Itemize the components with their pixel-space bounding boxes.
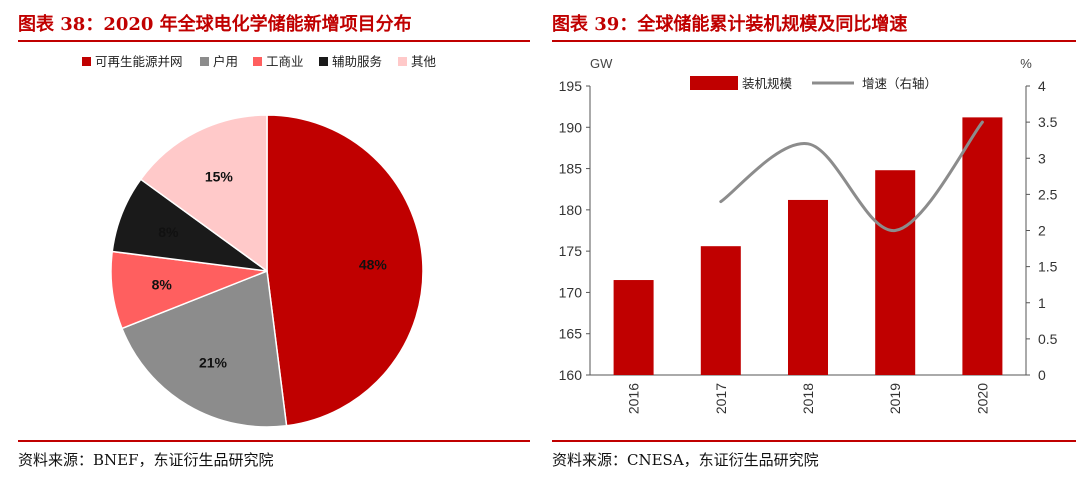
y-tick-label: 190 <box>559 119 583 135</box>
y2-tick-label: 2.5 <box>1038 186 1058 202</box>
y-tick-label: 175 <box>559 243 583 259</box>
y2-tick-label: 3.5 <box>1038 114 1058 130</box>
pie-slice <box>120 269 288 428</box>
right-source-note: 资料来源：CNESA，东证衍生品研究院 <box>552 451 819 469</box>
right-figure-title: 图表 39：全球储能累计装机规模及同比增速 <box>552 14 908 35</box>
bar <box>613 280 654 375</box>
legend-swatch <box>398 57 407 66</box>
right-source-rule <box>552 440 1076 442</box>
bar <box>700 246 741 375</box>
y-tick-label: 160 <box>559 367 583 383</box>
y-tick-label: 180 <box>559 202 583 218</box>
y-axis-unit: GW <box>590 56 613 71</box>
left-source-rule <box>18 440 530 442</box>
left-source-note: 资料来源：BNEF，东证衍生品研究院 <box>18 451 274 469</box>
y2-tick-label: 0 <box>1038 367 1046 383</box>
x-tick-label: 2018 <box>800 383 816 414</box>
legend-label: 辅助服务 <box>332 54 382 69</box>
legend-label: 装机规模 <box>742 76 793 91</box>
pie-slice <box>266 114 424 427</box>
bar-line-chart: 160 165 170 175 180 185 190 195 0 0.5 1 1.5 2 2.5 3 3.5… <box>559 56 1058 414</box>
legend-label: 其他 <box>411 54 437 69</box>
y-tick-label: 170 <box>559 284 583 300</box>
y-tick-label: 165 <box>559 326 583 342</box>
slice-label: 8% <box>158 224 179 240</box>
bar <box>875 170 916 375</box>
legend-swatch <box>253 57 262 66</box>
x-tick-label: 2016 <box>626 383 642 414</box>
legend-label: 工商业 <box>266 54 304 69</box>
y-tick-label: 185 <box>559 161 583 177</box>
legend-label: 可再生能源并网 <box>95 54 183 69</box>
x-tick-label: 2019 <box>887 383 903 414</box>
y-tick-label: 195 <box>559 78 583 94</box>
legend-swatch-bar <box>690 76 738 90</box>
y2-tick-label: 2 <box>1038 223 1046 239</box>
legend-swatch <box>82 57 91 66</box>
y2-tick-label: 3 <box>1038 150 1046 166</box>
y2-axis-unit: % <box>1020 56 1032 71</box>
left-figure-panel: 图表 38：2020 年全球电化学储能新增项目分布 48% 21% 8% 8% 15% 可… <box>0 0 530 481</box>
y2-tick-label: 0.5 <box>1038 331 1058 347</box>
slice-label: 48% <box>359 256 388 272</box>
y2-tick-label: 1.5 <box>1038 259 1058 275</box>
bar <box>788 199 828 375</box>
legend-label: 户用 <box>213 54 238 69</box>
y2-tick-label: 4 <box>1038 78 1046 94</box>
legend-swatch <box>319 57 328 66</box>
slice-label: 15% <box>205 168 234 184</box>
right-figure-panel: 图表 39：全球储能累计装机规模及同比增速 160 165 170 175 180 185… <box>548 0 1080 481</box>
pie-chart: 48% 21% 8% 8% 15% 可再生能源并网 户用 工商业 辅助服务 其他 <box>82 54 437 428</box>
x-tick-label: 2020 <box>974 383 990 414</box>
slice-label: 21% <box>199 354 228 370</box>
slice-label: 8% <box>152 276 173 292</box>
growth-line <box>719 120 984 233</box>
bar <box>962 117 1003 376</box>
legend-swatch <box>200 57 209 66</box>
pie-slice <box>139 114 268 273</box>
left-title-rule <box>18 40 530 42</box>
right-title-rule <box>552 40 1076 42</box>
x-tick-label: 2017 <box>713 383 729 414</box>
y2-tick-label: 1 <box>1038 295 1046 311</box>
legend-label: 增速（右轴） <box>862 76 937 91</box>
left-figure-title: 图表 38：2020 年全球电化学储能新增项目分布 <box>18 14 412 35</box>
